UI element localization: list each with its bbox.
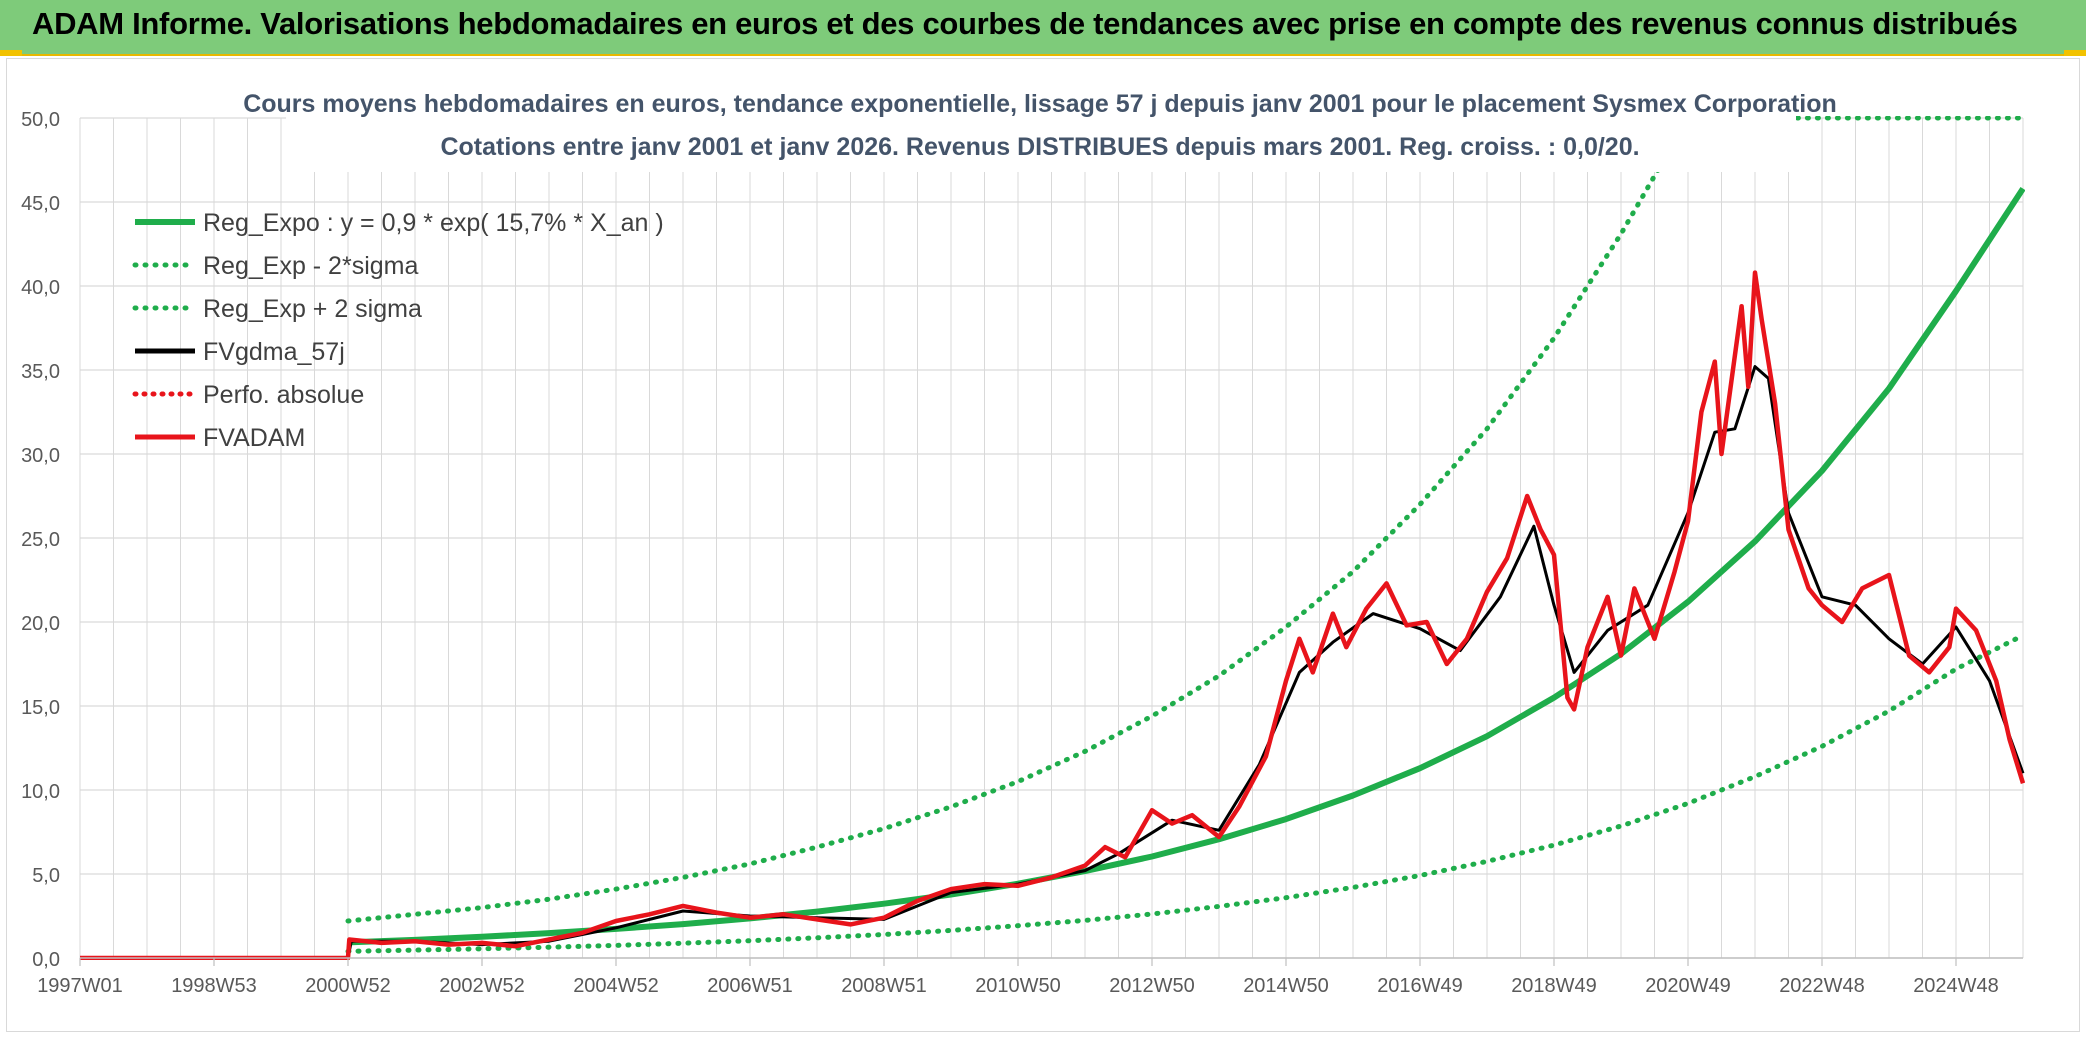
legend-label: FVgdma_57j <box>203 338 345 366</box>
x-tick-label: 2002W52 <box>439 975 525 997</box>
x-tick-label: 1998W53 <box>171 975 257 997</box>
x-tick-label: 2022W48 <box>1779 975 1865 997</box>
x-tick-label: 2020W49 <box>1645 975 1731 997</box>
banner-corner-right <box>2064 50 2086 56</box>
page-banner: ADAM Informe. Valorisations hebdomadaire… <box>0 0 2086 56</box>
legend-label: Perfo. absolue <box>203 381 364 409</box>
series-lines <box>80 116 2025 960</box>
x-tick-label: 2024W48 <box>1913 975 1999 997</box>
y-tick-label: 20,0 <box>21 613 60 635</box>
x-tick-label: 2004W52 <box>573 975 659 997</box>
y-tick-label: 15,0 <box>21 697 60 719</box>
y-tick-label: 5,0 <box>32 865 60 887</box>
x-tick-label: 2010W50 <box>975 975 1061 997</box>
axes: 0,0 5,0 10,0 15,0 20,0 25,0 30,0 35,0 40,0 45,0 50… <box>21 109 2023 997</box>
y-tick-label: 0,0 <box>32 949 60 971</box>
page-banner-title: ADAM Informe. Valorisations hebdomadaire… <box>32 6 2018 41</box>
y-tick-label: 45,0 <box>21 193 60 215</box>
series-line-regexp <box>345 116 2025 924</box>
title-background <box>286 82 1796 172</box>
y-tick-label: 40,0 <box>21 277 60 299</box>
chart-subtitle: Cotations entre janv 2001 et janv 2026. … <box>440 133 1639 161</box>
series-line-fvadam <box>80 270 2025 960</box>
legend-label: Reg_Exp + 2 sigma <box>203 295 422 323</box>
chart-legend: Reg_Expo : y = 0,9 * exp( 15,7% * X_an )… <box>132 209 664 452</box>
series-line-regexp <box>345 632 2025 954</box>
y-tick-label: 35,0 <box>21 361 60 383</box>
x-tick-label: 2018W49 <box>1511 975 1597 997</box>
x-tick-label: 2008W51 <box>841 975 927 997</box>
series-line-fvgdma57j <box>80 365 2025 960</box>
x-tick-label: 2014W50 <box>1243 975 1329 997</box>
y-tick-label: 50,0 <box>21 109 60 131</box>
x-tick-label: 2016W49 <box>1377 975 1463 997</box>
chart-title: Cours moyens hebdomadaires en euros, ten… <box>243 90 1837 118</box>
x-tick-label: 2000W52 <box>305 975 391 997</box>
y-tick-label: 30,0 <box>21 445 60 467</box>
x-tick-label: 1997W01 <box>37 975 123 997</box>
x-tick-label: 2006W51 <box>707 975 793 997</box>
grid-lines <box>79 117 2024 959</box>
legend-label: Reg_Expo : y = 0,9 * exp( 15,7% * X_an ) <box>203 209 664 237</box>
x-tick-label: 2012W50 <box>1109 975 1195 997</box>
series-line-regexpo <box>347 186 2025 946</box>
y-tick-label: 10,0 <box>21 781 60 803</box>
legend-label: Reg_Exp - 2*sigma <box>203 252 418 280</box>
banner-corner-left <box>0 50 22 56</box>
y-tick-label: 25,0 <box>21 529 60 551</box>
chart-frame <box>6 58 2080 1032</box>
legend-label: FVADAM <box>203 424 305 452</box>
